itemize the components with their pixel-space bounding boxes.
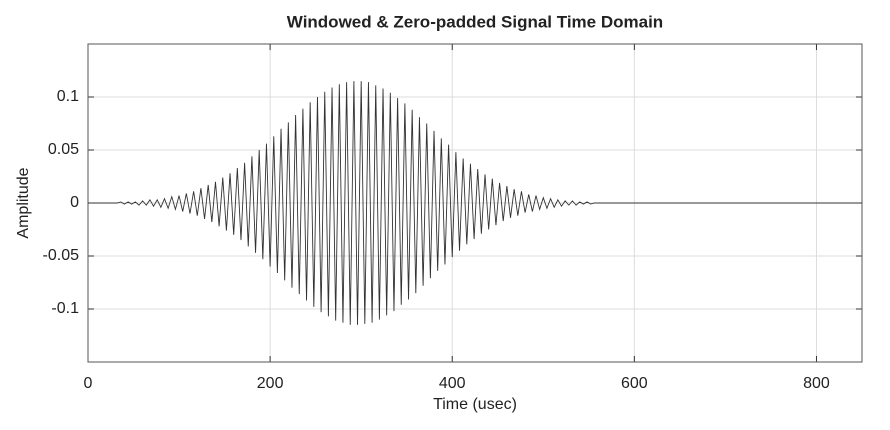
x-tick-label: 400 <box>439 375 466 392</box>
x-axis-label: Time (usec) <box>433 396 517 413</box>
y-tick-label: 0 <box>70 194 79 211</box>
chart-title: Windowed & Zero-padded Signal Time Domai… <box>287 12 663 31</box>
y-tick-label: 0.05 <box>48 141 79 158</box>
y-tick-label: -0.1 <box>51 300 79 317</box>
y-axis-label: Amplitude <box>15 167 32 238</box>
x-tick-label: 800 <box>803 375 830 392</box>
signal-line <box>88 81 862 325</box>
x-tick-label: 600 <box>621 375 648 392</box>
y-tick-label: 0.1 <box>57 88 79 105</box>
x-tick-label: 200 <box>257 375 284 392</box>
y-tick-label: -0.05 <box>43 247 80 264</box>
x-tick-label: 0 <box>84 375 93 392</box>
